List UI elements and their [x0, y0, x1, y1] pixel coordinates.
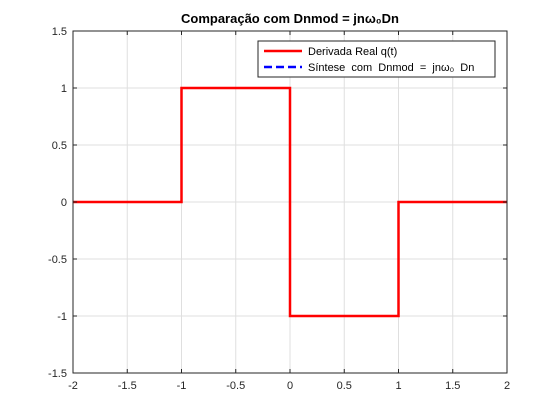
legend-entry-synthesis: Síntese com Dnmod = jnω₀ Dn [308, 62, 474, 74]
x-tick-label: 1 [395, 380, 401, 392]
x-tick-label: -1 [177, 380, 187, 392]
x-tick-label: 0 [287, 380, 293, 392]
y-tick-label: -1 [57, 311, 67, 323]
y-tick-label: 0.5 [52, 140, 67, 152]
x-tick-label: 2 [504, 380, 510, 392]
x-tick-label: 1.5 [445, 380, 460, 392]
chart-title: Comparação com Dnmod = jnω₀Dn [181, 11, 399, 26]
x-tick-label: -0.5 [226, 380, 245, 392]
series-line-0 [73, 86, 507, 318]
y-tick-label: 1.5 [52, 26, 67, 38]
tick-labels: -2 -1.5 -1 -0.5 0 0.5 1 1.5 2-1.5-1-0.500.511.5 [48, 26, 510, 392]
ticks [72, 30, 508, 374]
series-layer [73, 86, 507, 318]
legend-entry-real: Derivada Real q(t) [308, 46, 397, 58]
y-tick-label: 0 [61, 197, 67, 209]
y-tick-label: -1.5 [48, 368, 67, 380]
x-tick-label: -2 [68, 380, 78, 392]
y-tick-label: -0.5 [48, 254, 67, 266]
legend: Derivada Real q(t) Síntese com Dnmod = j… [257, 40, 496, 78]
y-tick-label: 1 [61, 83, 67, 95]
legend-box [257, 40, 496, 78]
x-tick-label: -1.5 [118, 380, 137, 392]
x-tick-label: 0.5 [337, 380, 352, 392]
